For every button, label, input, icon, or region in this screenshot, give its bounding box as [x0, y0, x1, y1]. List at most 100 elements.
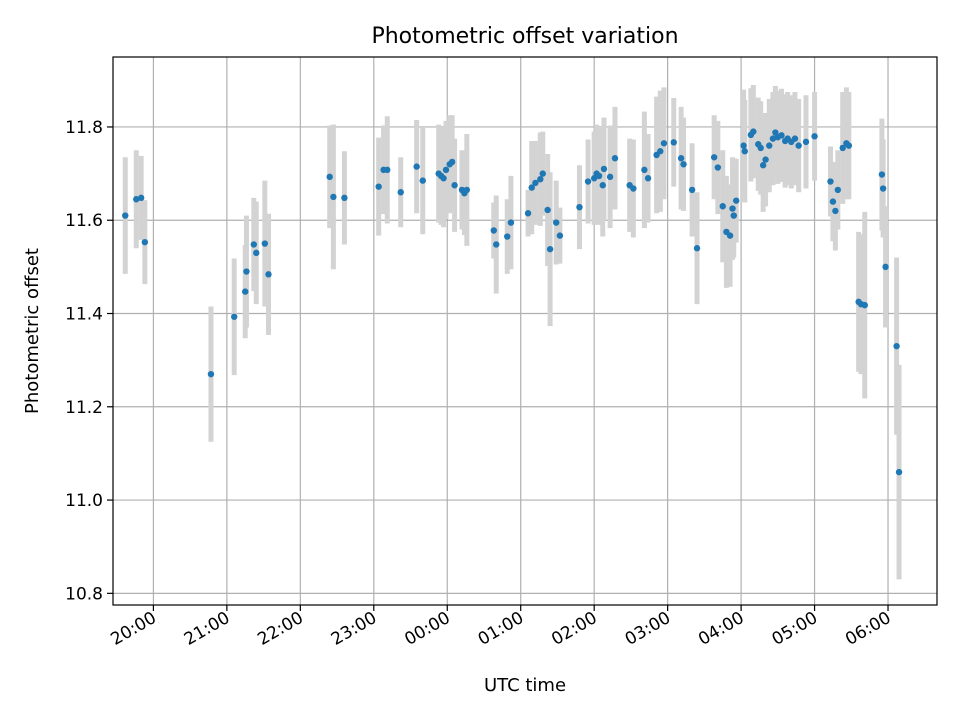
data-point	[375, 183, 382, 190]
data-point	[641, 166, 648, 174]
data-point	[397, 189, 404, 196]
data-point	[326, 173, 333, 181]
chart-title: Photometric offset variation	[371, 24, 678, 49]
data-point	[231, 313, 238, 320]
data-point	[778, 132, 785, 139]
data-point	[670, 139, 677, 146]
data-point	[544, 206, 551, 214]
data-point	[845, 142, 853, 149]
data-point	[413, 163, 420, 170]
data-point	[524, 210, 532, 217]
data-point	[895, 468, 903, 476]
data-point	[811, 133, 818, 140]
data-point	[710, 154, 718, 161]
data-point	[757, 144, 764, 152]
y-tick-label: 11.0	[65, 491, 103, 511]
data-point	[122, 212, 129, 219]
data-point	[644, 175, 652, 182]
data-point	[832, 207, 839, 215]
data-point	[419, 177, 426, 184]
data-point	[599, 182, 606, 189]
data-point	[740, 142, 747, 149]
data-point	[553, 219, 560, 226]
data-point	[861, 301, 868, 309]
data-point	[451, 182, 458, 189]
data-point	[532, 179, 539, 187]
data-point	[759, 162, 767, 169]
data-point	[680, 161, 687, 168]
data-point	[595, 172, 603, 180]
y-tick-label: 11.4	[65, 305, 103, 325]
plot-frame	[112, 56, 938, 606]
y-tick-label: 10.8	[65, 584, 103, 604]
data-point	[882, 263, 889, 271]
data-point	[507, 219, 515, 226]
data-point	[448, 158, 456, 166]
data-point	[207, 370, 215, 378]
data-point	[261, 240, 269, 247]
data-point	[714, 164, 722, 171]
data-point	[719, 203, 726, 210]
data-point	[802, 138, 810, 146]
data-point	[341, 194, 348, 202]
data-point	[741, 148, 748, 155]
data-point	[242, 288, 249, 295]
grid	[113, 57, 937, 605]
data-point	[795, 142, 802, 149]
data-point	[693, 245, 701, 252]
data-point	[493, 241, 500, 248]
data-point	[657, 148, 664, 155]
data-point	[769, 135, 777, 142]
data-point	[265, 271, 272, 278]
data-point	[893, 342, 900, 350]
data-point	[606, 173, 614, 181]
data-point	[660, 140, 668, 147]
data-point	[463, 186, 471, 194]
data-point	[137, 194, 145, 202]
data-point	[253, 249, 260, 257]
data-points	[122, 128, 903, 476]
data-point	[556, 232, 564, 239]
data-point	[762, 156, 769, 163]
data-point	[839, 144, 846, 152]
data-point	[726, 232, 734, 239]
data-point	[611, 155, 619, 162]
data-point	[677, 155, 685, 162]
data-point	[791, 135, 799, 142]
data-point	[576, 203, 583, 211]
data-point	[528, 184, 535, 191]
y-axis-label: Photometric offset	[22, 248, 43, 414]
data-point	[688, 186, 696, 194]
y-tick-label: 11.8	[65, 118, 103, 138]
data-point	[878, 171, 886, 178]
data-point	[546, 245, 554, 253]
y-tick-label: 11.6	[65, 211, 103, 231]
data-point	[584, 178, 592, 185]
data-point	[243, 268, 250, 275]
x-axis-label: UTC time	[484, 675, 566, 696]
data-point	[133, 196, 140, 203]
data-point	[504, 233, 511, 240]
data-point	[733, 197, 740, 204]
data-point	[750, 128, 757, 135]
data-point	[442, 166, 450, 174]
data-point	[829, 198, 837, 205]
data-point	[879, 185, 887, 192]
data-point	[766, 142, 773, 149]
data-point	[539, 170, 546, 177]
data-point	[141, 238, 149, 246]
data-point	[827, 178, 834, 185]
data-point	[330, 193, 337, 201]
data-point	[730, 212, 737, 219]
data-point	[834, 186, 842, 194]
y-tick-label: 11.2	[65, 398, 103, 418]
data-point	[729, 205, 736, 212]
y-axis: 10.8 11.0 11.2 11.4 11.6 11.8	[65, 118, 113, 604]
data-point	[537, 175, 544, 183]
data-point	[630, 185, 637, 192]
data-point	[440, 175, 447, 182]
data-point	[490, 227, 497, 234]
data-point	[600, 165, 608, 173]
data-point	[384, 166, 391, 174]
